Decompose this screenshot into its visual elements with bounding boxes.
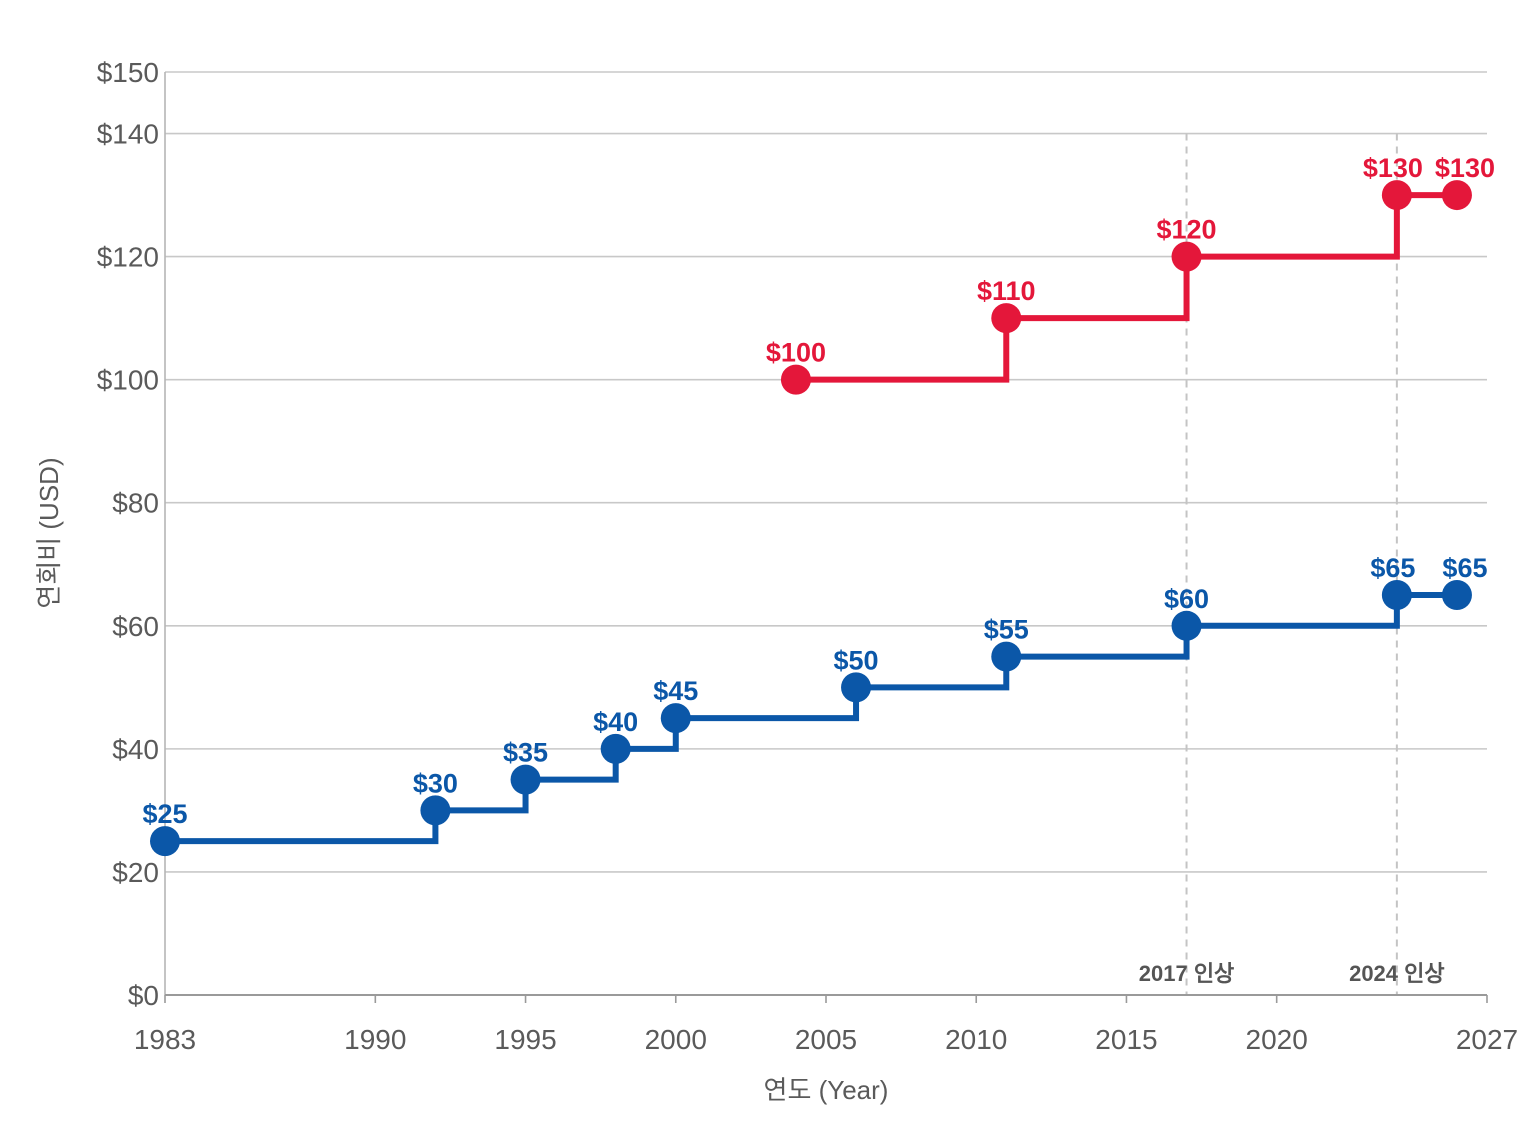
series-step-line [165, 592, 1457, 845]
increase-annotation-label: 2024 인상 [1349, 961, 1445, 986]
y-tick-label: $60 [112, 611, 159, 642]
data-label: $100 [766, 338, 826, 368]
y-tick-label: $40 [112, 734, 159, 765]
data-point [660, 703, 691, 734]
y-axis-title: 연회비 (USD) [34, 457, 64, 608]
axes: $0 $20 $40 $60 $80 $100 $120 $140 $150 1983 1990 19… [97, 57, 1518, 1055]
x-tick-label: 1995 [494, 1024, 556, 1055]
increase-annotation-label: 2017 인상 [1139, 961, 1235, 986]
x-tick-label: 1983 [134, 1024, 196, 1055]
data-label: $65 [1442, 553, 1487, 583]
y-tick-label: $150 [97, 57, 159, 88]
data-point [1441, 180, 1472, 211]
x-axis-title: 연도 (Year) [764, 1075, 889, 1105]
data-label: $120 [1157, 215, 1217, 245]
data-label: $65 [1370, 553, 1415, 583]
data-point [1171, 610, 1202, 641]
data-label: $45 [653, 676, 698, 706]
data-point [1441, 580, 1472, 611]
grid-lines [165, 71, 1487, 873]
data-point [420, 795, 451, 826]
x-tick-label: 1990 [344, 1024, 406, 1055]
x-tick-label: 2005 [795, 1024, 857, 1055]
x-tick-label: 2027 [1456, 1024, 1518, 1055]
y-tick-label: $80 [112, 488, 159, 519]
x-tick-label: 2000 [645, 1024, 707, 1055]
data-point [510, 764, 541, 795]
data-label: $30 [413, 768, 458, 798]
data-point [150, 826, 180, 857]
x-tick-label: 2010 [945, 1024, 1007, 1055]
data-point [780, 364, 811, 395]
x-tick-label: 2020 [1246, 1024, 1308, 1055]
data-label: $130 [1435, 153, 1495, 183]
data-label: $35 [503, 738, 548, 768]
data-label: $25 [142, 799, 187, 829]
data-label: $50 [834, 645, 879, 675]
data-point [841, 672, 872, 703]
y-tick-label: $0 [128, 980, 159, 1011]
y-tick-label: $120 [97, 242, 159, 273]
data-point [991, 303, 1022, 334]
data-point [991, 641, 1022, 672]
data-point [1381, 580, 1412, 611]
data-label: $60 [1164, 584, 1209, 614]
y-tick-label: $100 [97, 365, 159, 396]
series-layer [150, 180, 1472, 857]
y-tick-label: $140 [97, 119, 159, 150]
x-tick-label: 2015 [1095, 1024, 1157, 1055]
data-label: $40 [593, 707, 638, 737]
data-label: $130 [1363, 153, 1423, 183]
y-tick-label: $20 [112, 857, 159, 888]
data-point [1171, 241, 1202, 272]
data-point [600, 733, 631, 764]
series-step-line [795, 192, 1457, 383]
increase-markers: 2017 인상 2024 인상 [1139, 133, 1445, 995]
data-labels: $25 $30 $35 $40 $45 $50 $55 $60 $65 $65 $100 $110 $1… [142, 153, 1495, 829]
data-label: $110 [977, 276, 1036, 306]
data-label: $55 [984, 615, 1029, 645]
data-point [1381, 180, 1412, 211]
